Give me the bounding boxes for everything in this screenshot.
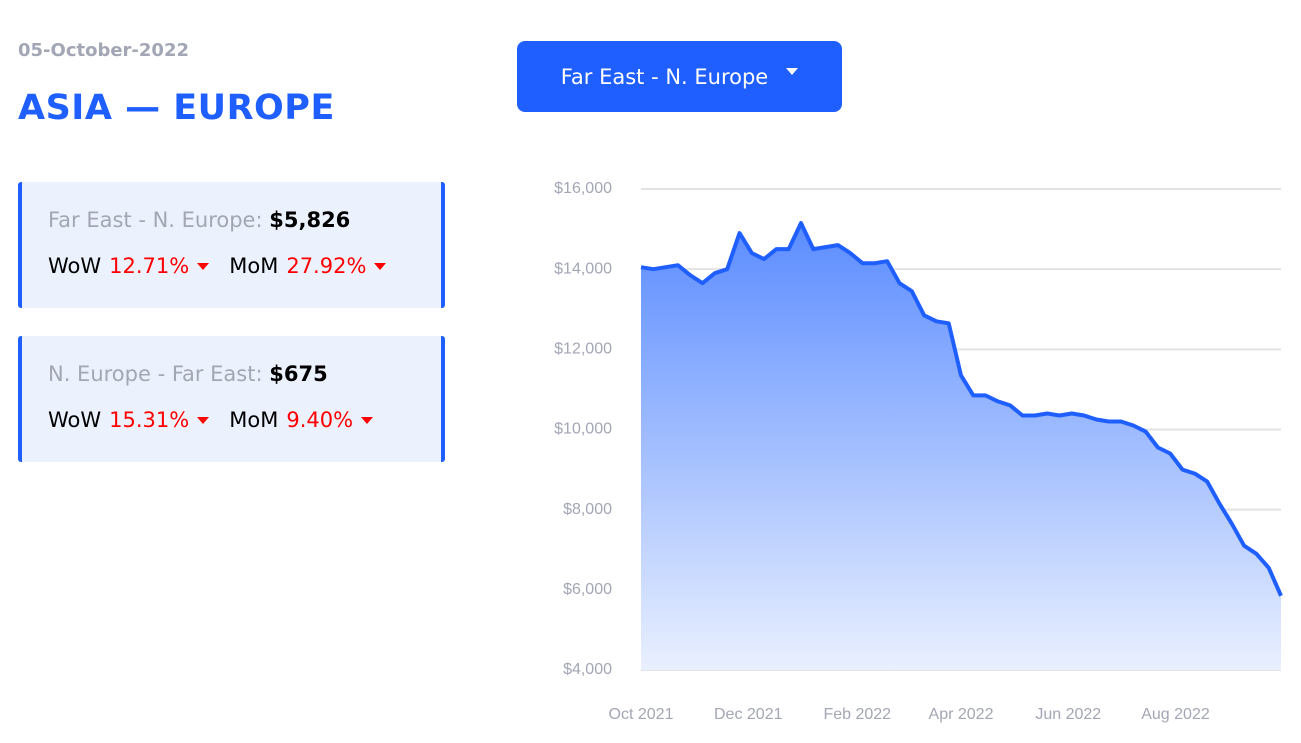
x-tick-label: Aug 2022 — [1141, 706, 1210, 723]
metric-name: MoM — [229, 254, 279, 278]
metric-change: 15.31% — [109, 408, 190, 432]
x-tick-label: Apr 2022 — [929, 706, 994, 723]
y-tick-label: $16,000 — [554, 180, 612, 197]
y-tick-label: $14,000 — [554, 260, 612, 277]
card-metrics: WoW 15.31% MoM 9.40% — [48, 408, 393, 432]
y-tick-label: $10,000 — [554, 421, 612, 438]
route-label: Far East - N. Europe: — [48, 208, 263, 232]
dropdown-label: Far East - N. Europe — [560, 64, 769, 89]
metric-name: WoW — [48, 408, 102, 432]
y-tick-label: $4,000 — [563, 661, 612, 678]
route-price: $675 — [269, 362, 328, 386]
metric-change: 9.40% — [286, 408, 354, 432]
down-caret — [197, 416, 210, 424]
card-metrics: WoW 12.71% MoM 27.92% — [48, 254, 406, 278]
card-heading: N. Europe - Far East: $675 — [48, 362, 328, 386]
down-caret — [197, 262, 210, 270]
price-card: N. Europe - Far East: $675 WoW 15.31% MoM 9.… — [18, 336, 445, 462]
page-title: ASIA — EUROPE — [18, 88, 335, 128]
metric-name: MoM — [229, 408, 279, 432]
route-dropdown[interactable]: Far East - N. Europe — [517, 41, 842, 112]
line — [640, 221, 1283, 597]
y-tick-label: $8,000 — [563, 501, 612, 518]
report-date: 05-October-2022 — [18, 40, 189, 61]
dropdown-caret — [786, 68, 799, 75]
price-card: Far East - N. Europe: $5,826 WoW 12.71% MoM… — [18, 182, 445, 308]
metric-change: 27.92% — [286, 254, 367, 278]
down-caret — [361, 416, 374, 424]
x-tick-label: Jun 2022 — [1035, 706, 1101, 723]
area — [641, 223, 1281, 670]
down-caret — [374, 262, 387, 270]
metric-change: 12.71% — [109, 254, 190, 278]
y-tick-label: $12,000 — [554, 341, 612, 358]
route-price: $5,826 — [269, 208, 351, 232]
metric-name: WoW — [48, 254, 102, 278]
route-label: N. Europe - Far East: — [48, 362, 263, 386]
x-tick-label: Dec 2021 — [714, 706, 783, 723]
x-tick-label: Feb 2022 — [823, 706, 891, 723]
y-tick-label: $6,000 — [563, 581, 612, 598]
x-tick-label: Oct 2021 — [609, 706, 674, 723]
card-heading: Far East - N. Europe: $5,826 — [48, 208, 350, 232]
